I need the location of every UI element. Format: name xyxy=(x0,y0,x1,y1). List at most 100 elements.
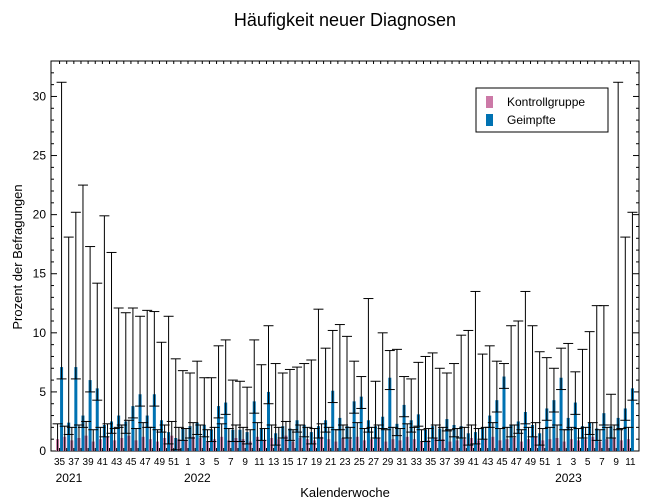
x-tick-label: 11 xyxy=(625,457,636,468)
x-tick-label: 33 xyxy=(411,457,423,468)
x-tick-label: 31 xyxy=(397,457,409,468)
x-tick-label: 49 xyxy=(154,457,166,468)
x-tick-label: 27 xyxy=(368,457,380,468)
x-tick-label: 11 xyxy=(254,457,265,468)
x-tick-label: 25 xyxy=(354,457,366,468)
bar-geimpfte xyxy=(267,391,271,451)
error-bars-group xyxy=(52,81,638,451)
bar-geimpfte xyxy=(338,417,342,451)
bar-geimpfte xyxy=(559,377,563,451)
legend: Kontrollgruppe Geimpfte xyxy=(475,87,609,133)
x-tick-label: 41 xyxy=(468,457,480,468)
bar-geimpfte xyxy=(623,408,627,451)
bar-geimpfte xyxy=(202,425,206,451)
bar-geimpfte xyxy=(495,400,499,451)
bar-geimpfte xyxy=(431,426,435,451)
legend-swatch-kontrollgruppe xyxy=(486,96,493,108)
bar-geimpfte xyxy=(523,412,527,451)
bar-geimpfte xyxy=(302,425,306,451)
legend-swatch-geimpfte xyxy=(486,114,493,126)
bar-geimpfte xyxy=(159,420,163,451)
bar-geimpfte xyxy=(573,402,577,451)
x-tick-label: 43 xyxy=(111,457,123,468)
bar-geimpfte xyxy=(359,396,363,451)
bar-geimpfte xyxy=(502,376,506,451)
bar-geimpfte xyxy=(374,426,378,451)
x-tick-label: 1 xyxy=(185,457,191,468)
bar-geimpfte xyxy=(552,400,556,451)
bar-geimpfte xyxy=(580,426,584,451)
bar-geimpfte xyxy=(402,404,406,451)
bar-geimpfte xyxy=(545,408,549,451)
bar-geimpfte xyxy=(345,426,349,451)
x-tick-label: 7 xyxy=(228,457,234,468)
bar-geimpfte xyxy=(195,422,199,451)
bar-geimpfte xyxy=(324,420,328,451)
bar-geimpfte xyxy=(145,415,149,451)
x-tick-label: 35 xyxy=(54,457,66,468)
chart-title: Häufigkeit neuer Diagnosen xyxy=(234,10,456,30)
x-tick-label: 39 xyxy=(454,457,466,468)
bar-geimpfte xyxy=(616,417,620,451)
x-tick-label: 3 xyxy=(571,457,577,468)
x-tick-label: 9 xyxy=(242,457,248,468)
x-tick-label: 13 xyxy=(268,457,280,468)
x-tick-label: 37 xyxy=(439,457,451,468)
y-tick-label: 20 xyxy=(33,208,47,222)
x-tick-label: 45 xyxy=(125,457,137,468)
bar-geimpfte xyxy=(217,406,221,451)
bar-geimpfte xyxy=(102,425,106,451)
bar-geimpfte xyxy=(331,390,335,451)
bar-geimpfte xyxy=(445,419,449,451)
bar-geimpfte xyxy=(602,413,606,451)
bar-geimpfte xyxy=(110,421,114,451)
legend-label-kontrollgruppe: Kontrollgruppe xyxy=(507,95,585,109)
bar-geimpfte xyxy=(452,425,456,451)
x-tick-label: 51 xyxy=(168,457,180,468)
x-tick-label: 47 xyxy=(511,457,523,468)
x-tick-label: 7 xyxy=(599,457,605,468)
bar-geimpfte xyxy=(295,420,299,451)
x-tick-label: 5 xyxy=(214,457,220,468)
x-tick-label: 39 xyxy=(83,457,95,468)
bar-geimpfte xyxy=(74,367,78,451)
y-tick-label: 15 xyxy=(33,267,47,281)
x-tick-label: 3 xyxy=(200,457,206,468)
x-tick-label: 23 xyxy=(339,457,351,468)
bar-geimpfte xyxy=(566,417,570,451)
y-tick-label: 0 xyxy=(39,444,46,458)
bar-geimpfte xyxy=(516,421,520,451)
x-tick-label: 17 xyxy=(297,457,309,468)
x-tick-label: 35 xyxy=(425,457,437,468)
bar-geimpfte xyxy=(67,422,71,451)
y-tick-label: 25 xyxy=(33,149,47,163)
x-tick-label: 41 xyxy=(97,457,109,468)
bar-geimpfte xyxy=(281,426,285,451)
x-tick-label: 15 xyxy=(282,457,294,468)
legend-box xyxy=(475,87,609,133)
y-tick-label: 10 xyxy=(33,326,47,340)
bar-geimpfte xyxy=(366,420,370,451)
x-tick-label: 19 xyxy=(311,457,323,468)
bar-geimpfte xyxy=(588,422,592,451)
bar-geimpfte xyxy=(416,414,420,451)
y-tick-label: 30 xyxy=(33,89,47,103)
x-tick-label: 29 xyxy=(382,457,394,468)
bar-geimpfte xyxy=(88,380,92,451)
bar-geimpfte xyxy=(409,420,413,451)
x-axis-label: Kalenderwoche xyxy=(300,485,390,500)
x-tick-label: 51 xyxy=(539,457,551,468)
bar-geimpfte xyxy=(81,415,85,451)
year-label: 2023 xyxy=(555,471,582,485)
x-tick-label: 49 xyxy=(525,457,537,468)
x-ticks-group: 35 37 39 41 43 45 47 49 51 1 3 5 7 9 11 13 15 17 19 21 23 25 2… xyxy=(54,61,636,485)
legend-label-geimpfte: Geimpfte xyxy=(507,113,556,127)
x-tick-label: 47 xyxy=(140,457,152,468)
bar-geimpfte xyxy=(224,402,228,451)
bar-geimpfte xyxy=(381,416,385,451)
y-tick-label: 5 xyxy=(39,385,46,399)
x-tick-label: 5 xyxy=(585,457,591,468)
x-tick-label: 45 xyxy=(496,457,508,468)
